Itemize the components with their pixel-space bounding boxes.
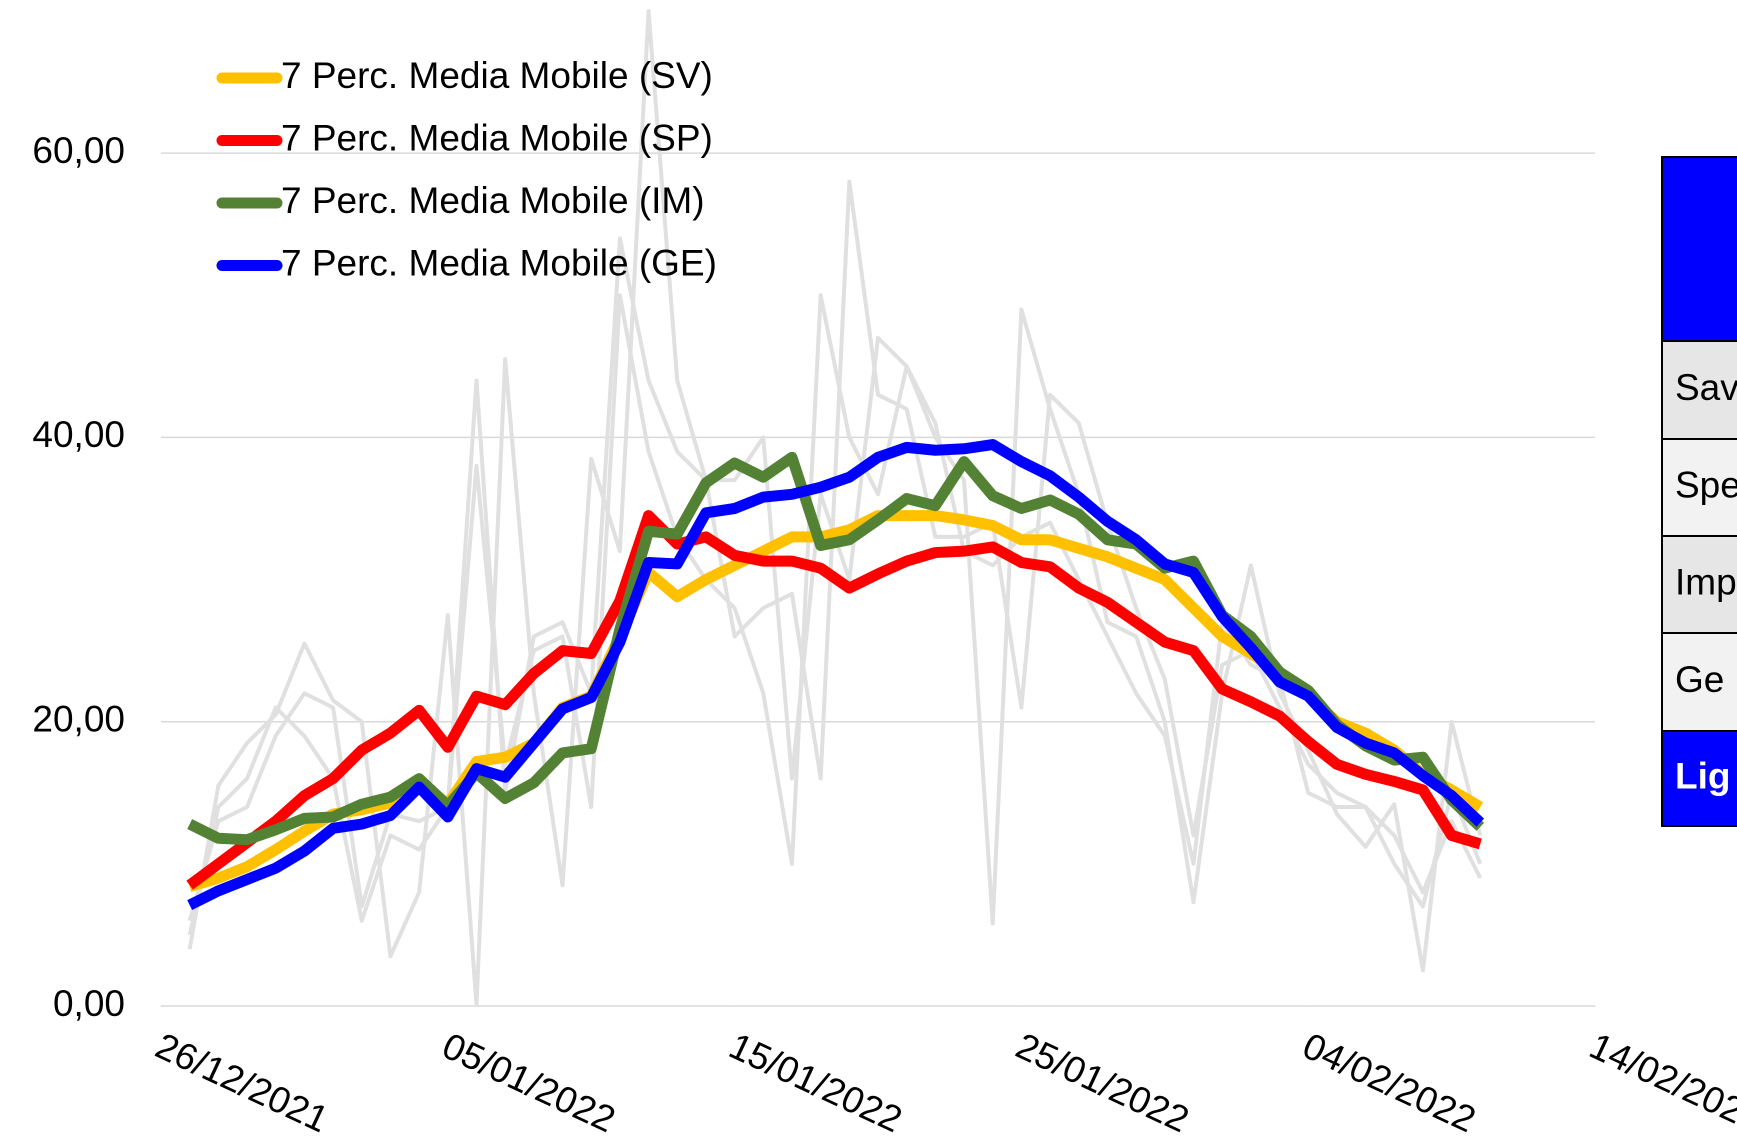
table-cell: Sav [1675, 367, 1737, 408]
table-row [1661, 730, 1737, 827]
table-header [1661, 156, 1737, 342]
x-tick-label: 25/01/2022 [1010, 1025, 1195, 1139]
legend-label: 7 Perc. Media Mobile (GE) [281, 242, 717, 283]
y-tick-label: 20,00 [32, 698, 125, 739]
legend-label: 7 Perc. Media Mobile (IM) [281, 180, 705, 221]
series-line [187, 439, 1485, 911]
series-line [187, 451, 1485, 846]
x-tick-label: 14/02/2022 [1583, 1025, 1737, 1139]
x-tick-label: 04/02/2022 [1297, 1025, 1482, 1139]
table-cell: Imp [1675, 561, 1737, 602]
y-tick-label: 60,00 [32, 130, 125, 171]
series-line [186, 510, 1482, 890]
legend-label: 7 Perc. Media Mobile (SV) [281, 55, 713, 96]
table-cell: Spe [1675, 464, 1737, 505]
x-tick-label: 15/01/2022 [723, 1025, 908, 1139]
table-row [1661, 632, 1737, 732]
table-row [1661, 535, 1737, 634]
x-tick-label: 05/01/2022 [436, 1025, 621, 1139]
table-cell: Ge [1675, 659, 1724, 700]
x-tick-label: 26/12/2021 [149, 1025, 334, 1139]
table-cell: Lig [1675, 755, 1730, 796]
y-tick-label: 40,00 [32, 414, 125, 455]
legend-label: 7 Perc. Media Mobile (SP) [281, 117, 713, 158]
y-tick-label: 0,00 [53, 983, 125, 1024]
